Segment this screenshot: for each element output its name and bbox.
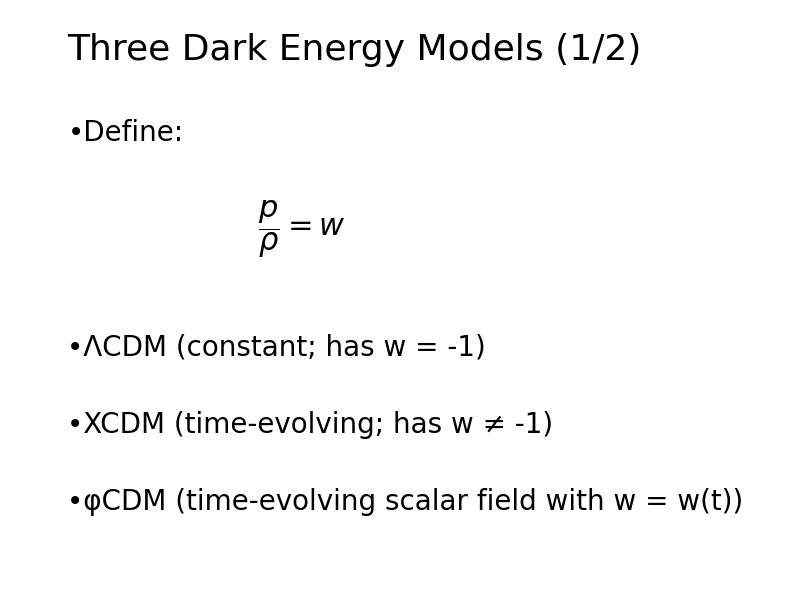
Text: •ΛCDM (constant; has w = -1): •ΛCDM (constant; has w = -1) xyxy=(67,333,486,361)
Text: •φCDM (time-evolving scalar field with w = w(t)): •φCDM (time-evolving scalar field with w… xyxy=(67,488,744,516)
Text: •Define:: •Define: xyxy=(67,119,183,147)
Text: Three Dark Energy Models (1/2): Three Dark Energy Models (1/2) xyxy=(67,33,642,67)
Text: $\dfrac{p}{\rho} = w$: $\dfrac{p}{\rho} = w$ xyxy=(258,198,345,260)
Text: •XCDM (time-evolving; has w ≠ -1): •XCDM (time-evolving; has w ≠ -1) xyxy=(67,411,553,439)
